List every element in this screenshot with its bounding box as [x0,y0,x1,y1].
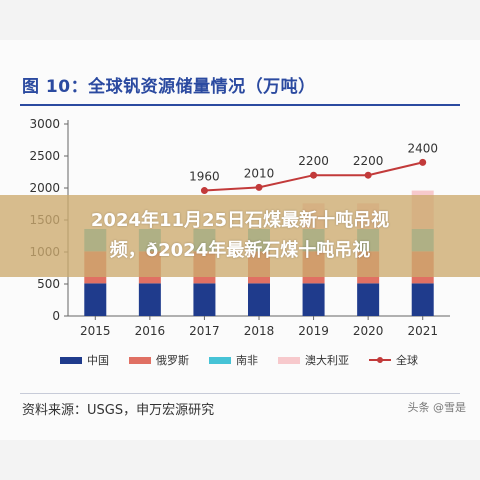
bar-segment [193,283,216,316]
y-tick-label: 3000 [29,117,60,131]
global-data-label: 2200 [298,154,329,168]
x-tick-label: 2016 [135,324,166,338]
legend-label-russia: 俄罗斯 [156,354,189,367]
x-tick-label: 2018 [244,324,275,338]
y-tick-label: 2000 [29,181,60,195]
legend-swatch-south-africa [209,356,231,364]
x-tick-label: 2019 [298,324,329,338]
bar-segment [302,283,325,316]
x-tick-label: 2015 [80,324,111,338]
title-rule [20,104,460,106]
bar-segment [248,283,270,316]
global-point [310,171,318,179]
chart-legend: 中国 俄罗斯 南非 澳大利亚 全球 [60,350,418,370]
x-tick-label: 2017 [189,324,220,338]
caption-overlay [0,195,480,277]
legend-swatch-australia [278,356,300,364]
x-tick-label: 2021 [407,324,438,338]
bar-segment [357,283,380,316]
global-point [255,183,263,191]
bar-segment [411,283,434,316]
y-tick-label: 0 [52,309,60,323]
bar-segment [84,283,107,316]
source-rule [20,393,460,394]
global-data-label: 1960 [189,170,220,184]
y-tick-label: 2500 [29,149,60,163]
legend-swatch-china [60,356,82,364]
watermark: 头条 @雪是 [407,401,467,414]
overlay-caption-text: 2024年11月25日石煤最新十吨吊视 频，ð2024年最新石煤十吨吊视 [90,210,390,261]
global-point [364,171,372,179]
y-tick-label: 500 [37,277,60,291]
bar-segment [138,283,161,316]
legend-label-south-africa: 南非 [236,354,258,367]
source-note: 资料来源：USGS，申万宏源研究 [22,403,215,418]
global-data-label: 2400 [407,141,438,155]
legend-label-china: 中国 [87,354,109,367]
global-point [200,187,208,195]
legend-item-australia: 澳大利亚 [278,352,349,368]
legend-swatch-russia [129,356,151,364]
global-data-label: 2010 [244,166,275,180]
legend-item-china: 中国 [60,352,109,368]
legend-item-south-africa: 南非 [209,352,258,368]
x-tick-label: 2020 [353,324,384,338]
global-data-label: 2200 [353,154,384,168]
legend-item-global: 全球 [369,352,418,368]
legend-line-icon [369,355,391,365]
global-point [419,158,427,166]
chart-title: 图 10：全球钒资源储量情况（万吨） [22,77,316,97]
legend-item-russia: 俄罗斯 [129,352,189,368]
legend-label-australia: 澳大利亚 [305,354,349,367]
legend-label-global: 全球 [396,354,418,367]
